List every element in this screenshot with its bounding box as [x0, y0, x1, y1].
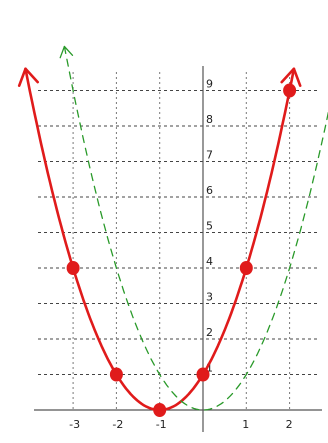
data-points [66, 83, 297, 417]
x-tick-label: 2 [286, 418, 293, 431]
arrow-right-icon [280, 67, 302, 87]
y-tick-label: 5 [206, 220, 213, 233]
x-tick-label: -1 [156, 418, 167, 431]
y-tick-label: 8 [206, 113, 213, 126]
data-point [109, 367, 123, 382]
data-point [283, 83, 297, 98]
x-tick-label: -3 [69, 418, 80, 431]
data-point [153, 403, 167, 417]
y-tick-label: 4 [206, 255, 213, 268]
y-tick-label: 9 [206, 78, 213, 91]
y-tick-label: 7 [206, 149, 213, 162]
arrow-left-icon [59, 45, 74, 59]
tick-labels: -3 -2 -1 1 2 1 2 3 4 5 6 7 8 9 [69, 78, 293, 432]
curves [17, 45, 328, 412]
axes [34, 66, 322, 432]
y-tick-label: 2 [206, 326, 213, 339]
data-point [196, 367, 210, 382]
data-point [66, 261, 80, 275]
data-point [239, 261, 253, 275]
x-tick-label: 1 [242, 418, 249, 431]
arrow-left-icon [17, 67, 39, 87]
x-tick-label: -2 [112, 418, 123, 431]
y-tick-label: 6 [206, 184, 213, 197]
y-tick-label: 3 [206, 291, 213, 304]
y-tick-label: 1 [206, 362, 213, 375]
